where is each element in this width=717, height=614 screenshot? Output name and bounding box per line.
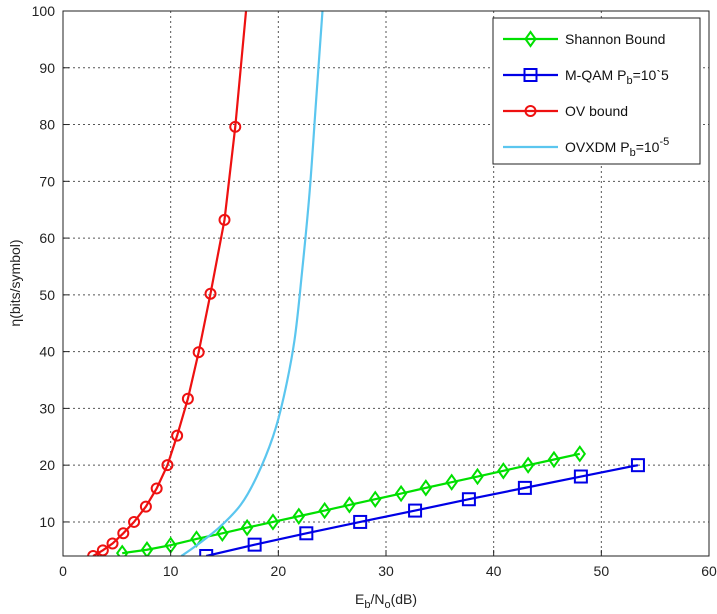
- legend-marker: [524, 105, 537, 117]
- legend-entry-ov: OV bound: [503, 103, 628, 119]
- ticks: 0 10 20 30 40 50 60 10 20 30 40 50 60 70 80 90 100: [32, 3, 717, 579]
- data-point-mqam: [199, 549, 214, 556]
- legend-label: M-QAM Pb=10`5: [565, 67, 669, 87]
- x-tick-label: 30: [378, 563, 394, 579]
- series-line-shannon: [122, 452, 581, 555]
- data-point-ov: [204, 287, 217, 300]
- data-point-ov: [117, 527, 130, 540]
- y-tick-label: 50: [39, 287, 55, 303]
- series-line-mqam: [205, 464, 639, 556]
- data-point-ov: [106, 537, 119, 550]
- x-tick-label: 20: [271, 563, 287, 579]
- series-ov: [87, 11, 248, 556]
- legend-entry-mqam: M-QAM Pb=10`5: [503, 67, 669, 87]
- data-point-ov: [96, 544, 109, 556]
- legend-label: Shannon Bound: [565, 31, 665, 47]
- data-point-shannon: [115, 544, 129, 556]
- legend-marker: [524, 30, 537, 48]
- data-point-ov: [229, 120, 242, 133]
- y-tick-label: 20: [39, 457, 55, 473]
- data-point-shannon: [419, 479, 433, 497]
- data-point-shannon: [394, 484, 408, 503]
- data-point-ov: [192, 346, 205, 359]
- data-point-mqam: [299, 526, 314, 541]
- x-tick-label: 50: [594, 563, 610, 579]
- legend-marker: [523, 68, 538, 82]
- legend-label: OVXDM Pb=10-5: [565, 136, 669, 159]
- data-point-shannon: [266, 513, 280, 531]
- data-point-mqam: [247, 537, 262, 552]
- data-point-shannon: [240, 518, 254, 537]
- data-point-shannon: [471, 467, 484, 486]
- data-point-ov: [161, 459, 174, 472]
- data-point-mqam: [408, 503, 423, 518]
- y-tick-label: 100: [32, 3, 56, 19]
- legend: Shannon Bound M-QAM Pb=10`5 OV bound OVXDM …: [492, 17, 701, 165]
- legend-entry-ovxdm: OVXDM Pb=10-5: [503, 136, 669, 159]
- data-point-mqam: [573, 469, 588, 484]
- data-point-ov: [87, 550, 100, 556]
- y-axis-label: η(bits/symbol): [7, 239, 23, 326]
- data-point-ov: [128, 515, 141, 528]
- data-point-mqam: [461, 492, 476, 507]
- y-tick-label: 90: [39, 60, 55, 76]
- series-shannon: [115, 445, 587, 556]
- data-point-shannon: [343, 496, 356, 514]
- series-line-ovxdm: [180, 11, 324, 556]
- data-point-shannon: [216, 524, 229, 543]
- data-point-shannon: [369, 490, 382, 508]
- data-point-ov: [218, 213, 231, 226]
- data-point-ov: [139, 500, 152, 513]
- data-point-mqam: [630, 458, 645, 473]
- y-tick-label: 80: [39, 117, 55, 133]
- y-tick-label: 30: [39, 400, 55, 416]
- data-point-shannon: [547, 450, 561, 469]
- legend-entry-shannon: Shannon Bound: [503, 30, 665, 48]
- data-point-ov: [181, 392, 194, 405]
- data-point-ov: [150, 482, 163, 495]
- data-point-shannon: [318, 501, 331, 520]
- x-tick-label: 40: [486, 563, 502, 579]
- data-point-shannon: [573, 445, 587, 463]
- data-point-mqam: [517, 480, 532, 495]
- x-tick-label: 0: [59, 563, 67, 579]
- y-tick-label: 60: [39, 230, 55, 246]
- data-point-shannon: [521, 456, 535, 474]
- y-tick-label: 10: [39, 514, 55, 530]
- y-tick-label: 40: [39, 344, 55, 360]
- series-layer: [87, 11, 645, 556]
- data-point-shannon: [445, 473, 458, 491]
- data-point-shannon: [140, 541, 154, 556]
- x-axis-label: Eb/No(dB): [355, 591, 417, 611]
- x-tick-label: 10: [163, 563, 179, 579]
- data-point-ov: [171, 429, 184, 442]
- data-point-shannon: [292, 507, 306, 525]
- data-point-shannon: [497, 462, 510, 480]
- x-tick-label: 60: [701, 563, 717, 579]
- series-mqam: [199, 458, 645, 556]
- data-point-mqam: [353, 514, 368, 529]
- y-tick-label: 70: [39, 173, 55, 189]
- legend-label: OV bound: [565, 103, 628, 119]
- series-ovxdm: [180, 11, 324, 556]
